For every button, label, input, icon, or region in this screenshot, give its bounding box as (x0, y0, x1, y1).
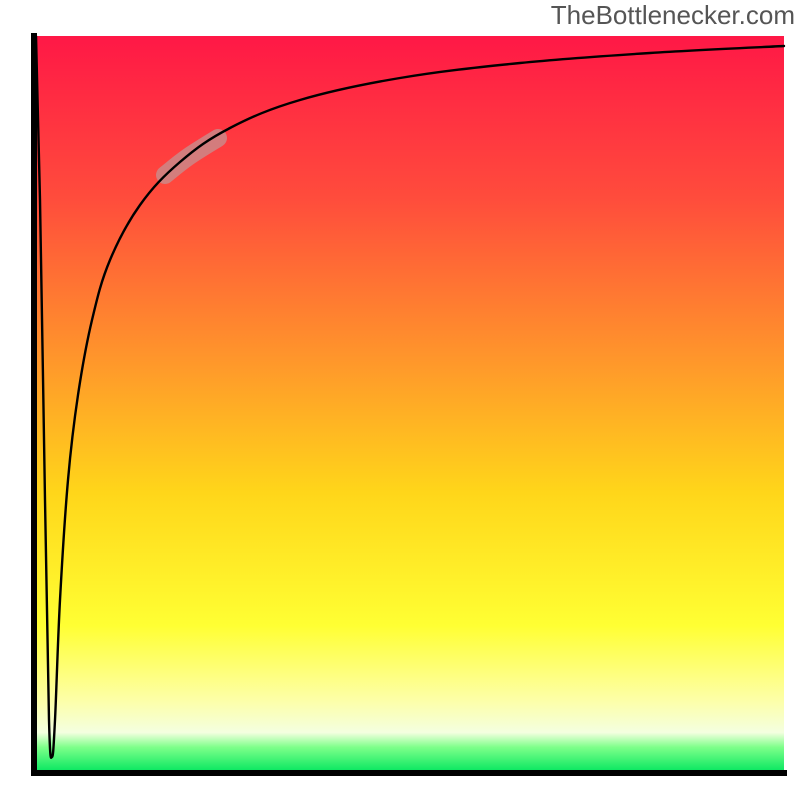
plot-background (34, 36, 784, 773)
bottleneck-chart (0, 0, 800, 800)
chart-container: TheBottlenecker.com (0, 0, 800, 800)
